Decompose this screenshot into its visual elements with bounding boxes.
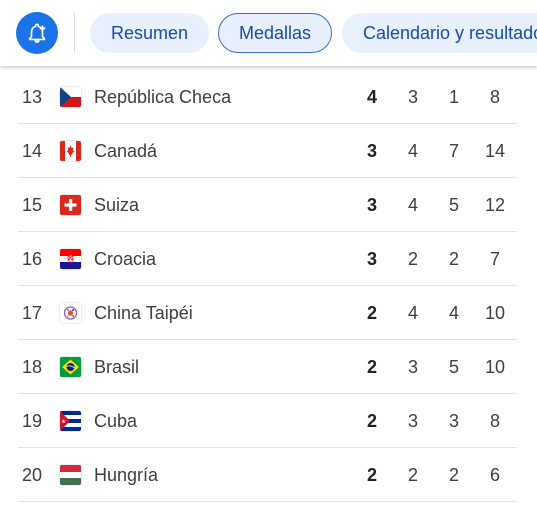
- total-count: 6: [489, 465, 500, 485]
- bronze-count: 5: [448, 195, 459, 215]
- table-row[interactable]: 14 Canadá 3 4 7 14: [0, 124, 537, 178]
- country-name: Brasil: [94, 357, 140, 377]
- tab-resumen[interactable]: Resumen: [90, 13, 210, 53]
- gold-count: 2: [366, 357, 377, 377]
- total-count: 8: [489, 411, 500, 431]
- gold-count: 3: [366, 195, 377, 215]
- rank-cell: 19: [22, 411, 43, 431]
- tab-calendario-resultados[interactable]: Calendario y resultados: [342, 13, 537, 53]
- total-count: 8: [489, 87, 500, 107]
- silver-count: 4: [407, 303, 418, 323]
- total-count: 12: [484, 195, 506, 215]
- rank-cell: 20: [22, 465, 43, 485]
- cuba-flag-icon: [60, 411, 81, 431]
- bronze-count: 1: [448, 87, 459, 107]
- bronze-count: 2: [448, 465, 459, 485]
- row-divider: [18, 339, 517, 340]
- row-divider: [18, 447, 517, 448]
- row-divider: [18, 177, 517, 178]
- table-row[interactable]: 16 Croacia 3 2 2 7: [0, 232, 537, 286]
- tab-medallas[interactable]: Medallas: [218, 13, 333, 53]
- gold-count: 3: [366, 249, 377, 269]
- silver-count: 4: [407, 141, 418, 161]
- total-count: 10: [484, 357, 506, 377]
- rank-cell: 13: [22, 87, 43, 107]
- table-row[interactable]: 20 Hungría 2 2 2 6: [0, 448, 537, 502]
- bell-plus-icon: [28, 23, 46, 43]
- table-row[interactable]: 18 Brasil 2 3 5 10: [0, 340, 537, 394]
- brazil-flag-icon: [60, 357, 81, 377]
- chinese-taipei-flag-icon: [60, 303, 81, 323]
- country-name: Croacia: [94, 249, 157, 269]
- silver-count: 3: [407, 411, 418, 431]
- bronze-count: 3: [448, 411, 459, 431]
- bronze-count: 4: [448, 303, 459, 323]
- country-name: China Taipéi: [94, 303, 193, 323]
- total-count: 10: [484, 303, 506, 323]
- total-count: 7: [489, 249, 500, 269]
- canada-flag-icon: [60, 141, 81, 161]
- table-row[interactable]: 15 Suiza 3 4 5 12: [0, 178, 537, 232]
- silver-count: 2: [407, 249, 418, 269]
- silver-count: 3: [407, 87, 418, 107]
- row-divider: [18, 393, 517, 394]
- hungary-flag-icon: [60, 465, 81, 485]
- gold-count: 4: [366, 87, 377, 107]
- croatia-flag-icon: [60, 249, 81, 269]
- bronze-count: 7: [448, 141, 459, 161]
- gold-count: 3: [366, 141, 377, 161]
- rank-cell: 18: [22, 357, 43, 377]
- silver-count: 2: [407, 465, 418, 485]
- top-tab-bar: Resumen Medallas Calendario y resultados: [0, 0, 537, 66]
- country-name: Canadá: [94, 141, 158, 161]
- row-divider: [18, 501, 517, 502]
- row-divider: [18, 285, 517, 286]
- row-divider: [18, 231, 517, 232]
- czech-flag-icon: [60, 87, 81, 107]
- table-row[interactable]: 19 Cuba 2 3 3 8: [0, 394, 537, 448]
- silver-count: 3: [407, 357, 418, 377]
- toolbar-divider: [74, 13, 75, 53]
- bronze-count: 5: [448, 357, 459, 377]
- gold-count: 2: [366, 303, 377, 323]
- total-count: 14: [484, 141, 506, 161]
- silver-count: 4: [407, 195, 418, 215]
- rank-cell: 14: [22, 141, 43, 161]
- bronze-count: 2: [448, 249, 459, 269]
- switzerland-flag-icon: [60, 195, 81, 215]
- country-name: Suiza: [94, 195, 140, 215]
- row-divider: [18, 123, 517, 124]
- gold-count: 2: [366, 465, 377, 485]
- rank-cell: 15: [22, 195, 43, 215]
- rank-cell: 17: [22, 303, 43, 323]
- country-name: Hungría: [94, 465, 159, 485]
- table-row[interactable]: 17 China Taipéi 2 4 4 10: [0, 286, 537, 340]
- table-row[interactable]: 13 República Checa 4 3 1 8: [0, 70, 537, 124]
- country-name: Cuba: [94, 411, 138, 431]
- gold-count: 2: [366, 411, 377, 431]
- rank-cell: 16: [22, 249, 43, 269]
- country-name: República Checa: [94, 87, 232, 107]
- notification-bell-button[interactable]: [16, 12, 58, 54]
